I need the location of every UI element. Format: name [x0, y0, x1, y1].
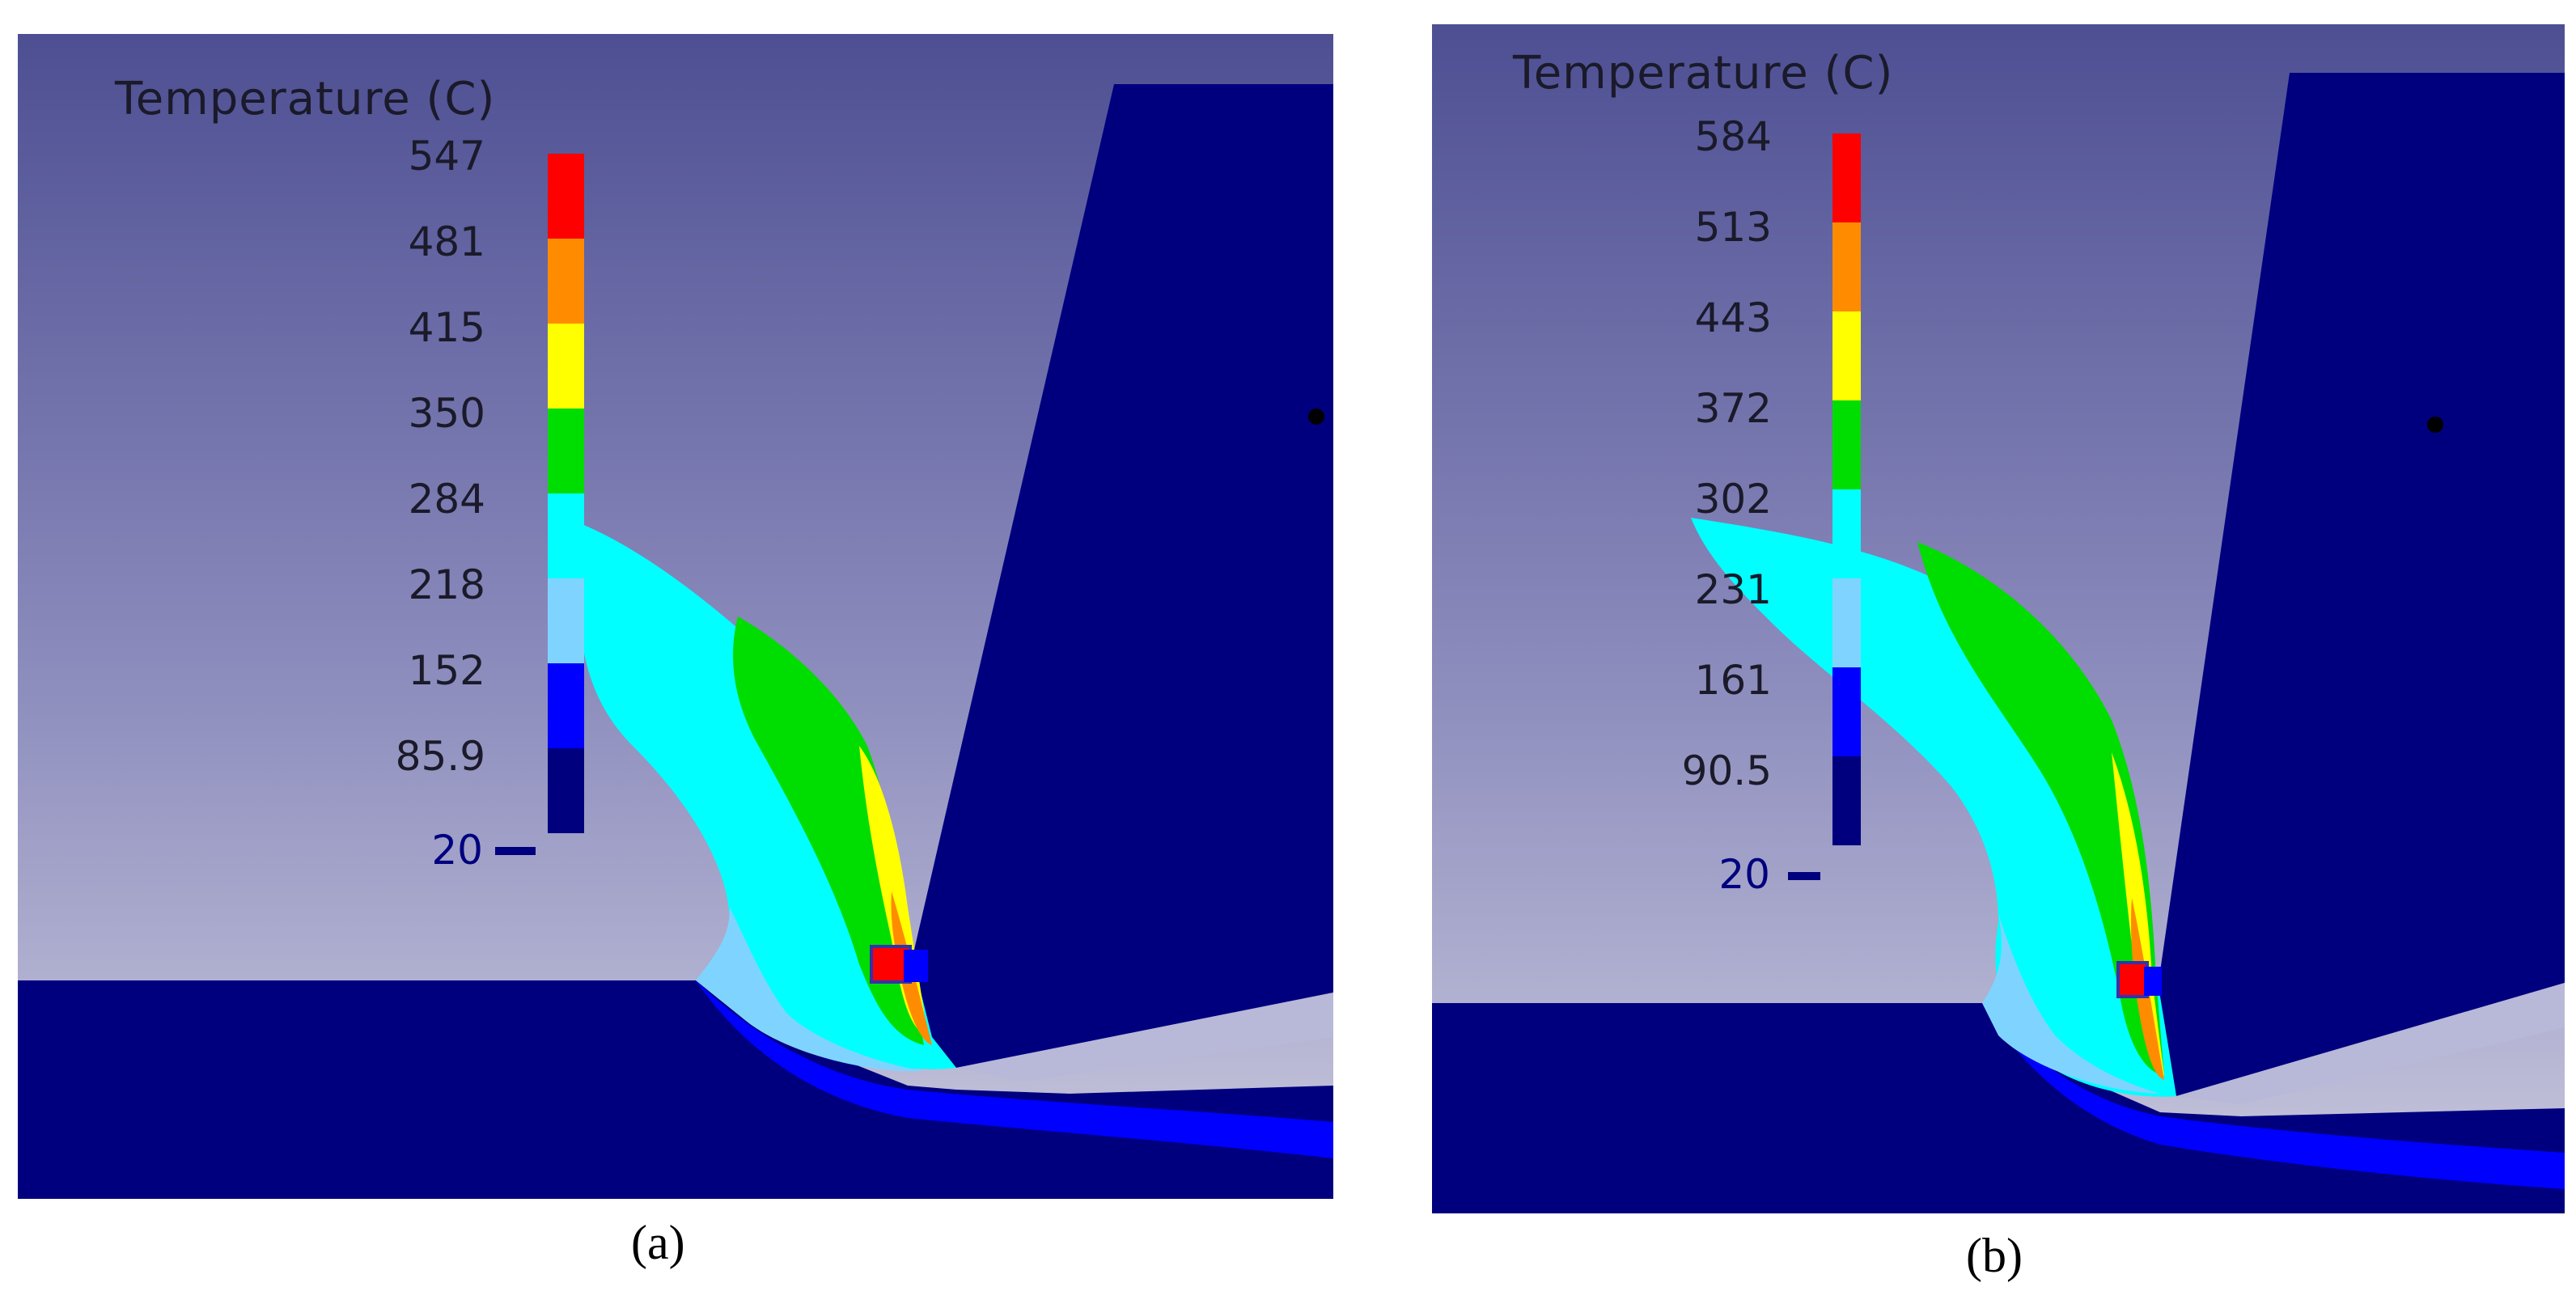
chip-light-zone: [1982, 914, 2160, 1094]
temperature-contour-plot-b: [1432, 24, 2565, 1213]
cutting-tool: [2152, 73, 2565, 1096]
caption-b: (b): [1966, 1229, 2023, 1282]
legend-tick: 350: [408, 390, 485, 437]
caption-a: (a): [631, 1216, 685, 1269]
machined-layer: [1982, 1003, 2565, 1189]
tool-clearance-face: [956, 993, 1333, 1082]
machined-layer: [696, 980, 1333, 1158]
legend-tick: 584: [1694, 113, 1772, 160]
chip-green-zone: [733, 616, 924, 1045]
probe-box: [2144, 967, 2162, 996]
color-legend-bar: [495, 154, 584, 855]
legend-title: Temperature (C): [1513, 47, 1894, 99]
legend-tick: 481: [408, 218, 485, 265]
color-legend-bar: [1788, 133, 1861, 880]
chip-green-zone: [1917, 542, 2164, 1076]
panel-b: Temperature (C) 584 513 443 372 302 231 …: [1432, 24, 2565, 1213]
legend-tick: 152: [408, 647, 485, 694]
legend-tick: 547: [408, 133, 485, 180]
legend-tick: 218: [408, 561, 485, 608]
tool-clearance-face: [2176, 983, 2565, 1104]
hot-spot-marker: [2116, 961, 2149, 998]
reference-point: [2427, 417, 2443, 433]
chip-cyan-zone: [1691, 518, 2176, 1097]
chip-light-zone: [696, 908, 924, 1072]
legend-tick: 161: [1694, 657, 1772, 704]
legend-tick: 415: [408, 304, 485, 351]
reference-point: [1308, 409, 1324, 425]
legend-tick: 231: [1694, 566, 1772, 613]
legend-tick: 302: [1694, 476, 1772, 523]
legend-tick: 513: [1694, 204, 1772, 251]
legend-tick: 85.9: [395, 733, 485, 780]
probe-box: [904, 950, 928, 982]
legend-tick: 20: [1718, 851, 1770, 898]
panel-a: Temperature (C) 547 481 415 350 284 218 …: [18, 34, 1333, 1199]
legend-tick: 20: [431, 827, 483, 874]
legend-tick: 372: [1694, 385, 1772, 432]
legend-tick: 284: [408, 476, 485, 523]
workpiece: [18, 980, 1333, 1199]
legend-tick: 443: [1694, 294, 1772, 341]
legend-tick: 90.5: [1681, 747, 1772, 794]
legend-title: Temperature (C): [115, 73, 496, 125]
cutting-tool: [900, 84, 1333, 1068]
temperature-contour-plot-a: [18, 34, 1333, 1199]
